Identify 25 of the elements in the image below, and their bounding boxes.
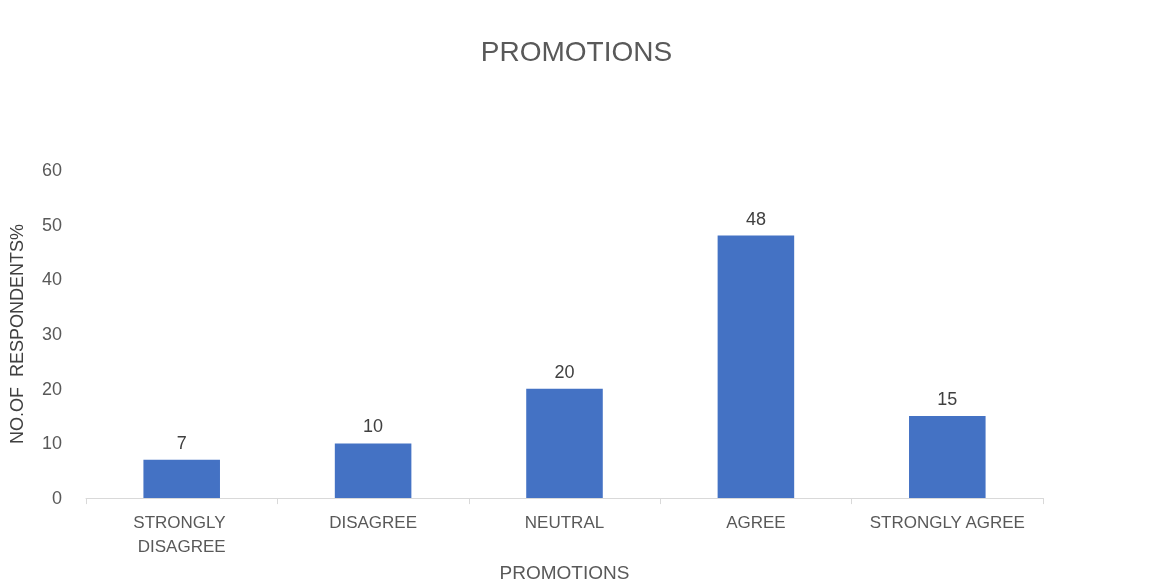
y-tick-label: 60 xyxy=(41,160,62,180)
y-tick-label: 20 xyxy=(41,378,62,399)
y-tick-label: 30 xyxy=(41,324,62,345)
data-label: 10 xyxy=(363,416,384,437)
x-tick-label: NEUTRAL xyxy=(524,512,605,532)
x-tick-label: DISAGREE xyxy=(329,512,418,532)
bar xyxy=(909,416,986,499)
bar xyxy=(143,459,220,499)
x-axis-title: PROMOTIONS xyxy=(480,35,673,67)
y-tick-label: 10 xyxy=(41,433,62,454)
text: PROMOTIONS xyxy=(499,562,630,583)
bar xyxy=(334,443,412,499)
data-label: 7 xyxy=(176,432,187,453)
data-label: 48 xyxy=(745,208,766,229)
y-tick-label: 0 xyxy=(51,488,62,509)
x-tick-label: STRONGLY DISAGREE xyxy=(133,512,231,556)
data-label: 15 xyxy=(937,389,958,410)
bar xyxy=(717,235,795,499)
x-tick-label: AGREE xyxy=(726,512,786,532)
bar xyxy=(526,388,603,499)
x-tick-label: STRONGLY AGREE xyxy=(869,512,1025,532)
data-label: 20 xyxy=(554,361,575,382)
y-axis-title: NO.OF RESPONDENTS% xyxy=(7,224,27,445)
y-tick-label: 50 xyxy=(41,214,62,235)
y-tick-label: 40 xyxy=(41,269,62,290)
